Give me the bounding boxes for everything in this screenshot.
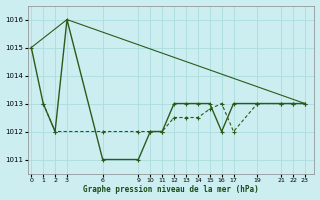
X-axis label: Graphe pression niveau de la mer (hPa): Graphe pression niveau de la mer (hPa) [83, 185, 259, 194]
